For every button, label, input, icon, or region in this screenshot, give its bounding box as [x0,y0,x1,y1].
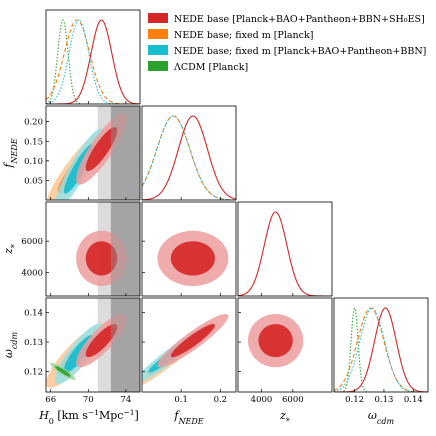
contour-68-nede-base-planck-bao-pantheon-bbn-sh-es [258,324,293,358]
panel-omega_cdm-vs-fNEDE [142,313,229,386]
panel-omega_cdm-vs-zstar [247,313,304,368]
y-tick-label-fNEDE: 0.20 [24,118,43,128]
posterior-curve-nede-base-fixed-m-planck-bao-pantheon-bbn [334,307,428,392]
h0-band-overlay [110,106,140,200]
panel-frame [141,105,237,201]
x-axis-label-zstar: z* [279,409,290,426]
posterior-curve-nede-base-fixed-m-planck [142,115,236,200]
legend-label-nede-base-planck-bao-pantheon-bbn-sh-es: NEDE base [Planck+BAO+Pantheon+BBN+SH₀ES… [174,14,425,25]
y-axis-label-omega-cdm: ωcdm [2,332,19,359]
panel-frame [45,201,141,297]
y-tick-label-fNEDE: 0.05 [24,176,43,186]
legend-swatch-cdm-planck [148,61,168,71]
x-axis-label-omega-cdm: ωcdm [368,409,395,426]
x-tick-label-omega_cdm: 0.12 [345,395,364,405]
posterior-curve-nede-base-fixed-m-planck-bao-pantheon-bbn [142,115,236,200]
panel-frame [45,297,141,393]
panel-zstar-vs-H0 [76,202,140,296]
panel-frame [333,297,429,393]
panel-frame [141,297,237,393]
panel-frame [237,297,333,393]
posterior-curve-nede-base-fixed-m-planck-bao-pantheon-bbn [46,19,140,104]
panel-frame [141,201,237,297]
y-axis-label-fNEDE: fNEDE [2,138,19,168]
panel-omega_cdm-vs-H0 [46,298,140,392]
posterior-curve-cdm-planck [334,306,428,392]
contour-68-nede-base-planck-bao-pantheon-bbn-sh-es [170,241,215,276]
x-axis-label-fNEDE: fNEDE [173,409,203,426]
posterior-curve-nede-base-planck-bao-pantheon-bbn-sh-es [238,211,332,296]
x-tick-label-fNEDE: 0.1 [174,395,188,405]
contour-68-nede-base-planck-bao-pantheon-bbn-sh-es [85,241,118,276]
x-axis-label-H0: H0 [km s−1Mpc−1] [38,408,139,426]
posterior-omega_cdm [334,306,428,392]
posterior-curve-cdm-planck [46,19,140,104]
h0-band-outer [110,298,140,392]
panel-fNEDE-vs-H0 [46,106,140,200]
x-tick-label-omega_cdm: 0.14 [404,395,423,405]
x-tick-label-H0: 66 [45,395,56,405]
panel-frame [45,9,141,105]
contour-68-nede-base-planck-bao-pantheon-bbn-sh-es [85,324,118,358]
panel-zstar-vs-fNEDE [157,230,229,287]
posterior-zstar [238,211,332,296]
y-axis-label-zstar: z* [2,244,19,255]
legend-label-nede-base-fixed-m-planck-bao-pantheon-bbn: NEDE base; fixed m [Planck+BAO+Pantheon+… [174,46,426,57]
legend-swatch-nede-base-fixed-m-planck-bao-pantheon-bbn [148,45,168,55]
x-tick-label-omega_cdm: 0.13 [374,395,393,405]
y-tick-label-zstar: 6000 [21,237,43,247]
y-tick-label-omega_cdm: 0.12 [24,367,43,377]
contour-68-nede-base-planck-bao-pantheon-bbn-sh-es [85,127,118,172]
posterior-curve-nede-base-planck-bao-pantheon-bbn-sh-es [142,115,236,200]
x-tick-label-H0: 70 [83,395,94,405]
y-tick-label-omega_cdm: 0.14 [24,309,43,319]
contour-68-nede-base-planck-bao-pantheon-bbn-sh-es [170,324,215,358]
legend-label-nede-base-fixed-m-planck: NEDE base; fixed m [Planck] [174,30,313,41]
h0-band-overlay [110,202,140,296]
posterior-H0 [46,19,140,104]
y-tick-label-fNEDE: 0.15 [24,137,43,147]
y-tick-label-omega_cdm: 0.13 [24,338,43,348]
panel-frame [45,105,141,201]
legend-label-cdm-planck: ΛCDM [Planck] [173,62,248,73]
contour-68-cdm-planck [55,366,71,377]
x-tick-label-fNEDE: 0.2 [214,395,228,405]
x-tick-label-zstar: 4000 [251,395,273,405]
legend-swatch-nede-base-planck-bao-pantheon-bbn-sh-es [148,13,168,23]
posterior-fNEDE [142,115,236,200]
y-tick-label-fNEDE: 0.10 [24,157,43,167]
legend-swatch-nede-base-fixed-m-planck [148,29,168,39]
legend: NEDE base [Planck+BAO+Pantheon+BBN+SH₀ES… [148,13,426,73]
h0-band-overlay [110,298,140,392]
x-tick-label-H0: 74 [120,395,131,405]
y-tick-label-zstar: 4000 [21,269,43,279]
x-tick-label-zstar: 6000 [282,395,304,405]
panel-frame [237,201,333,297]
